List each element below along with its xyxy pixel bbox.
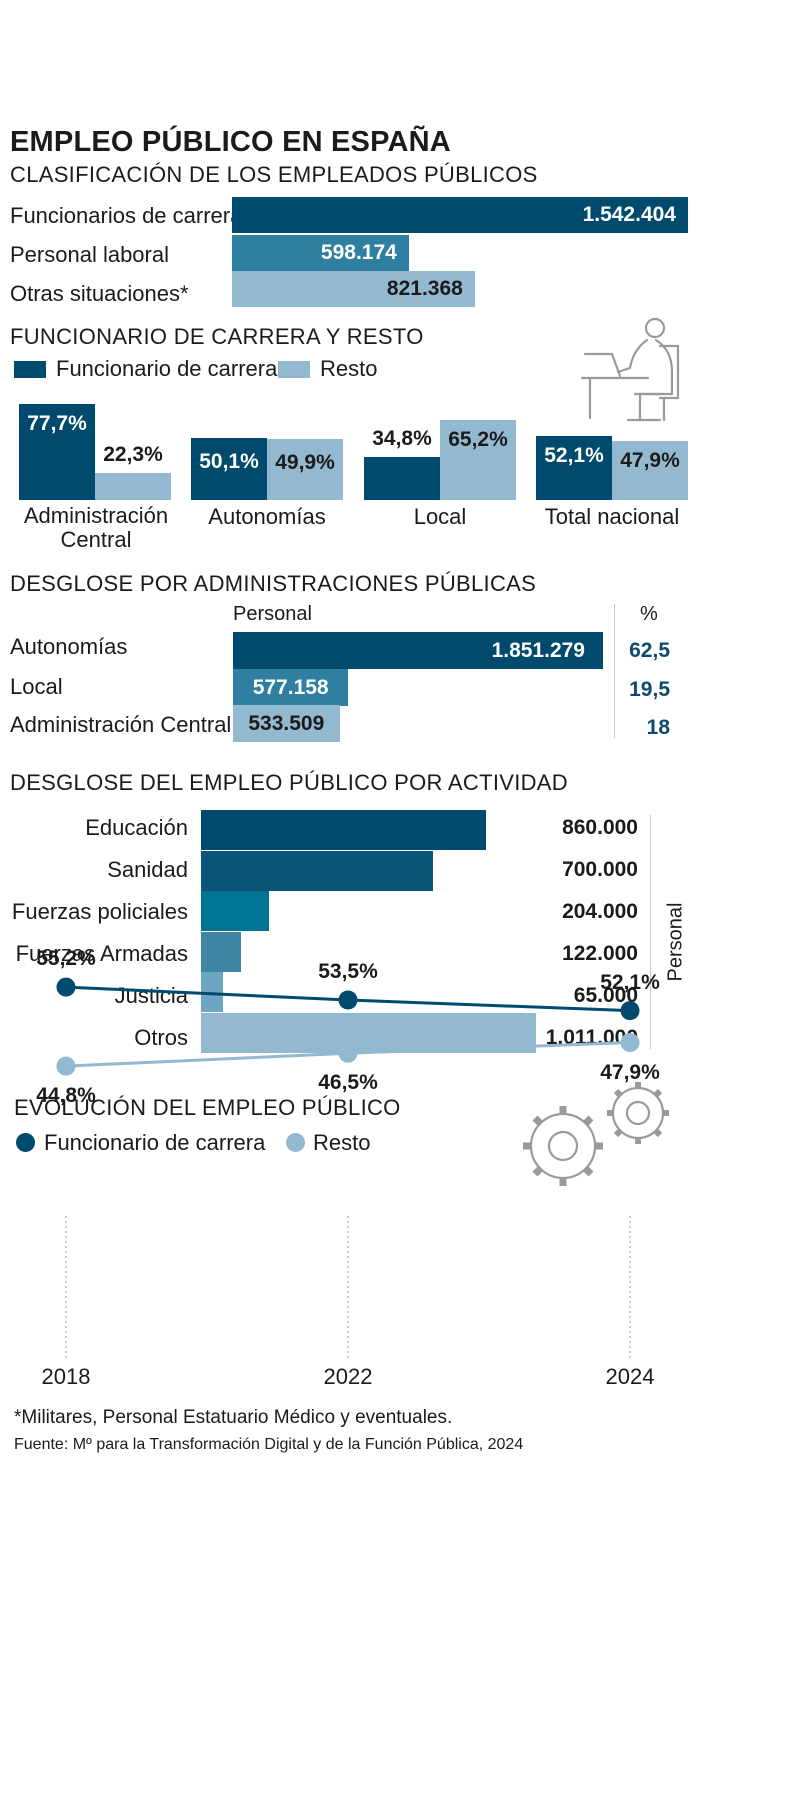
- s2-category-label: Local: [413, 504, 467, 529]
- s5-value-label: 47,9%: [600, 1060, 660, 1084]
- s2-bar: [440, 419, 516, 500]
- s4-bar: [201, 850, 433, 891]
- s1-category-label: Otras situaciones*: [10, 281, 189, 306]
- section2-title: FUNCIONARIO DE CARRERA Y RESTO: [10, 324, 424, 349]
- s4-bar: [201, 810, 486, 850]
- s2-value-label: 52,1%: [544, 443, 604, 467]
- s2-category-label: Autonomías: [208, 504, 326, 529]
- s2-bar: [612, 440, 688, 500]
- source: Fuente: Mº para la Transformación Digita…: [14, 1436, 524, 1453]
- s5-value-label: 53,5%: [318, 960, 378, 983]
- s3-value-label: 533.509: [248, 712, 325, 735]
- legend-label-resto: Resto: [313, 1130, 371, 1155]
- s2-bar: [267, 438, 343, 500]
- s3-value-label: 577.158: [252, 676, 329, 699]
- s2-category-line: Administración: [23, 503, 169, 528]
- s2-bar: [19, 404, 95, 500]
- s1-bar: [232, 197, 688, 233]
- s5-x-tick-label: 2022: [323, 1364, 373, 1389]
- s2-bar: [95, 472, 171, 500]
- section4-title: DESGLOSE DEL EMPLEO PÚBLICO POR ACTIVIDA…: [10, 770, 568, 795]
- s1-category-label: Funcionarios de carrera: [10, 203, 243, 228]
- s4-value-label: 860.000: [562, 816, 638, 839]
- s4-category-label: Fuerzas policiales: [11, 899, 188, 924]
- s5-point: [56, 1056, 76, 1076]
- legend-dot-resto: [286, 1133, 305, 1152]
- s2-category-label: Total nacional: [544, 504, 680, 529]
- page-title: EMPLEO PÚBLICO EN ESPAÑA: [10, 126, 451, 158]
- s2-value-label: 22,3%: [103, 442, 163, 466]
- s4-divider: [650, 815, 651, 1049]
- s1-category-label: Personal laboral: [10, 242, 169, 267]
- s1-value-label: 821.368: [386, 277, 463, 300]
- s4-value-label: 700.000: [562, 858, 638, 881]
- s3-bar: [233, 632, 603, 669]
- s3-category-label: Autonomías: [10, 634, 128, 659]
- s3-category-label: Administración Central: [10, 712, 232, 737]
- s1-value-label: 1.542.404: [582, 203, 676, 226]
- s5-point: [620, 1033, 640, 1053]
- s5-point: [56, 977, 76, 997]
- s1-bar: [232, 271, 475, 307]
- s3-col-personal: Personal: [233, 603, 312, 625]
- s4-category-label: Sanidad: [107, 857, 188, 882]
- s5-point: [338, 990, 358, 1010]
- s2-category-label: Administración Central: [18, 504, 174, 552]
- section5-title: EVOLUCIÓN DEL EMPLEO PÚBLICO: [14, 1095, 401, 1120]
- s3-category-label: Local: [10, 674, 63, 699]
- legend-dot-funcionario: [16, 1133, 35, 1152]
- s4-bar: [201, 1012, 536, 1053]
- s1-bar: [232, 235, 409, 271]
- s5-point: [620, 1001, 640, 1021]
- s2-bar: [364, 457, 440, 500]
- s3-percent-label: 18: [646, 716, 670, 739]
- s4-category-label: Otros: [134, 1025, 188, 1050]
- s2-value-label: 65,2%: [448, 427, 508, 451]
- s2-category-line: Central: [60, 527, 132, 552]
- s3-bar: [233, 705, 340, 742]
- s5-value-label: 55,2%: [36, 947, 96, 971]
- s4-value-label: 204.000: [562, 900, 638, 923]
- s4-bar: [201, 972, 223, 1012]
- s2-value-label: 34,8%: [372, 427, 432, 451]
- s3-divider: [614, 604, 615, 738]
- s4-category-label: Justicia: [114, 983, 188, 1008]
- s3-bar: [233, 669, 349, 706]
- legend-swatch-resto: [278, 361, 310, 378]
- s2-value-label: 77,7%: [27, 412, 87, 436]
- s4-bar: [201, 931, 242, 972]
- s5-value-label: 46,5%: [318, 1071, 378, 1095]
- s2-value-label: 47,9%: [620, 448, 680, 472]
- s5-value-label: 44,8%: [36, 1084, 96, 1108]
- section1-title: CLASIFICACIÓN DE LOS EMPLEADOS PÚBLICOS: [10, 162, 538, 187]
- s1-value-label: 598.174: [320, 241, 397, 264]
- s2-value-label: 50,1%: [199, 450, 259, 474]
- s3-col-pct: %: [640, 603, 658, 625]
- s5-value-label: 52,1%: [600, 970, 660, 994]
- s5-x-tick-label: 2024: [605, 1364, 655, 1389]
- legend-swatch-funcionario: [14, 361, 46, 378]
- legend-label-funcionario: Funcionario de carrera: [44, 1130, 266, 1155]
- legend-label-resto: Resto: [320, 356, 378, 381]
- s4-value-label: 65.000: [573, 984, 638, 1007]
- s5-point: [338, 1043, 358, 1063]
- s5-x-tick-label: 2018: [41, 1364, 91, 1389]
- s4-category-label: Fuerzas Armadas: [15, 941, 188, 966]
- s3-percent-label: 19,5: [629, 678, 670, 701]
- s4-value-label: 122.000: [562, 942, 638, 965]
- s2-bar: [536, 435, 612, 500]
- s2-value-label: 49,9%: [275, 450, 335, 474]
- s4-category-label: Educación: [85, 815, 188, 840]
- footnote: *Militares, Personal Estatuario Médico y…: [14, 1407, 453, 1428]
- legend-label-funcionario: Funcionario de carrera: [56, 356, 278, 381]
- s2-bar: [191, 438, 267, 500]
- s3-value-label: 1.851.279: [491, 639, 585, 662]
- section3-title: DESGLOSE POR ADMINISTRACIONES PÚBLICAS: [10, 571, 537, 596]
- s3-percent-label: 62,5: [629, 639, 670, 662]
- s4-bar: [201, 891, 269, 931]
